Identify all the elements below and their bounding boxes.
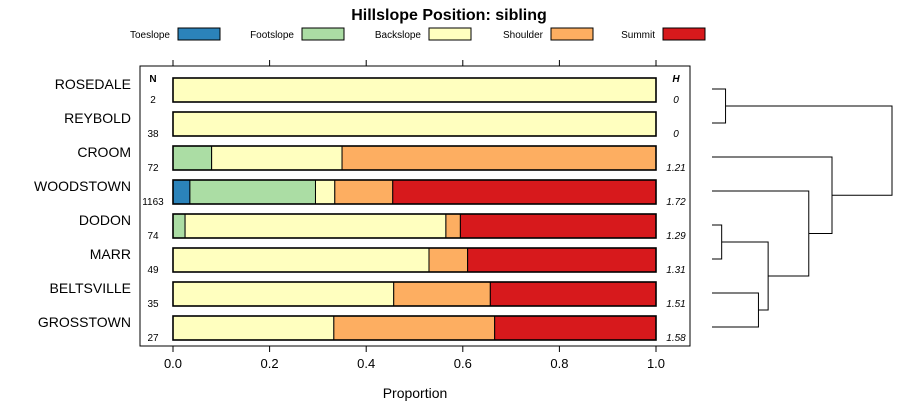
dendrogram-branch (712, 88, 727, 124)
legend-swatch-backslope (428, 27, 472, 41)
plot-frame (139, 65, 691, 347)
dendrogram-branch (725, 105, 893, 196)
bar-outline-beltsville (172, 281, 657, 307)
x-tick-label: 0.2 (261, 356, 279, 371)
bar-segment-dodon-backslope (184, 213, 447, 239)
bar-segment-rosedale-backslope (172, 77, 657, 103)
bar-segment-woodstown-backslope (314, 179, 336, 205)
n-value-croom: 72 (147, 163, 159, 174)
x-tick-label: 0.4 (357, 356, 375, 371)
bar-segment-woodstown-footslope (189, 179, 316, 205)
bar-outline-grosstown (172, 315, 657, 341)
n-value-dodon: 74 (147, 231, 159, 242)
legend-label-shoulder: Shoulder (503, 30, 544, 41)
bar-segment-marr-summit (467, 247, 657, 273)
row-label-reybold: REYBOLD (64, 110, 131, 126)
n-value-marr: 49 (147, 265, 159, 276)
x-axis: 0.0 0.2 0.4 0.6 0.8 1.0 (164, 60, 665, 371)
bar-segment-croom-footslope (172, 145, 213, 171)
bar-segment-woodstown-shoulder (334, 179, 394, 205)
bar-segment-croom-backslope (211, 145, 343, 171)
legend-label-summit: Summit (621, 30, 655, 41)
legend-swatch-toeslope (177, 27, 221, 41)
legend-label-footslope: Footslope (250, 30, 294, 41)
chart-title: Hillslope Position: sibling (351, 7, 547, 24)
n-value-grosstown: 27 (147, 333, 159, 344)
h-value-rosedale: 0 (673, 95, 679, 106)
bar-segment-beltsville-shoulder (393, 281, 491, 307)
dendrogram-branch (712, 292, 759, 328)
dendrogram-branch (712, 156, 833, 234)
bar-segment-reybold-backslope (172, 111, 657, 137)
bar-segment-beltsville-backslope (172, 281, 395, 307)
x-tick-label: 0.8 (550, 356, 568, 371)
h-value-dodon: 1.29 (666, 231, 686, 242)
bar-segment-dodon-footslope (172, 213, 186, 239)
legend-swatch-summit (662, 27, 706, 41)
bar-segment-woodstown-toeslope (172, 179, 191, 205)
x-axis-label: Proportion (383, 385, 448, 401)
n-value-woodstown: 1163 (142, 197, 164, 208)
h-value-reybold: 0 (673, 129, 679, 140)
bar-outline-rosedale (172, 77, 657, 103)
bar-outline-woodstown (172, 179, 657, 205)
legend-label-toeslope: Toeslope (130, 30, 170, 41)
legend: Toeslope Footslope Backslope Shoulder Summit (130, 27, 706, 41)
row-labels: ROSEDALE REYBOLD CROOM WOODSTOWN DODON MARR BE… (34, 76, 131, 330)
h-header: H (672, 74, 680, 85)
row-label-croom: CROOM (77, 144, 131, 160)
row-label-marr: MARR (90, 246, 131, 262)
bar-segment-woodstown-summit (392, 179, 657, 205)
dendrogram-branch (712, 190, 810, 277)
bar-outline-dodon (172, 213, 657, 239)
h-values: 0 0 1.21 1.72 1.29 1.31 1.51 1.58 (666, 95, 686, 344)
bar-outline-marr (172, 247, 657, 273)
bar-outline-reybold (172, 111, 657, 137)
legend-swatch-footslope (301, 27, 345, 41)
bar-segment-marr-shoulder (428, 247, 469, 273)
bar-segment-grosstown-backslope (172, 315, 335, 341)
bar-segment-croom-shoulder (341, 145, 657, 171)
n-header: N (149, 74, 156, 85)
row-label-grosstown: GROSSTOWN (38, 314, 131, 330)
x-tick-label: 0.0 (164, 356, 182, 371)
dendrogram (712, 88, 893, 328)
row-label-beltsville: BELTSVILLE (50, 280, 131, 296)
row-label-rosedale: ROSEDALE (55, 76, 131, 92)
h-value-croom: 1.21 (666, 163, 685, 174)
legend-label-backslope: Backslope (375, 30, 422, 41)
dendrogram-branch (712, 224, 723, 260)
x-tick-label: 1.0 (647, 356, 665, 371)
n-values: 2 38 72 1163 74 49 35 27 (142, 95, 164, 344)
bar-segment-dodon-shoulder (445, 213, 461, 239)
bar-segment-grosstown-summit (494, 315, 657, 341)
dendrogram-branch (721, 241, 769, 311)
bar-segment-marr-backslope (172, 247, 430, 273)
bar-segment-grosstown-shoulder (333, 315, 496, 341)
h-value-beltsville: 1.51 (666, 299, 685, 310)
h-value-grosstown: 1.58 (666, 333, 686, 344)
row-label-woodstown: WOODSTOWN (34, 178, 131, 194)
n-value-reybold: 38 (147, 129, 159, 140)
n-value-rosedale: 2 (150, 95, 156, 106)
bar-segment-dodon-summit (459, 213, 657, 239)
row-label-dodon: DODON (79, 212, 131, 228)
legend-swatch-shoulder (550, 27, 594, 41)
bar-outline-croom (172, 145, 657, 171)
n-value-beltsville: 35 (147, 299, 159, 310)
bar-segment-beltsville-summit (489, 281, 657, 307)
bar-area (172, 77, 657, 341)
h-value-marr: 1.31 (666, 265, 685, 276)
h-value-woodstown: 1.72 (666, 197, 686, 208)
x-tick-label: 0.6 (454, 356, 472, 371)
